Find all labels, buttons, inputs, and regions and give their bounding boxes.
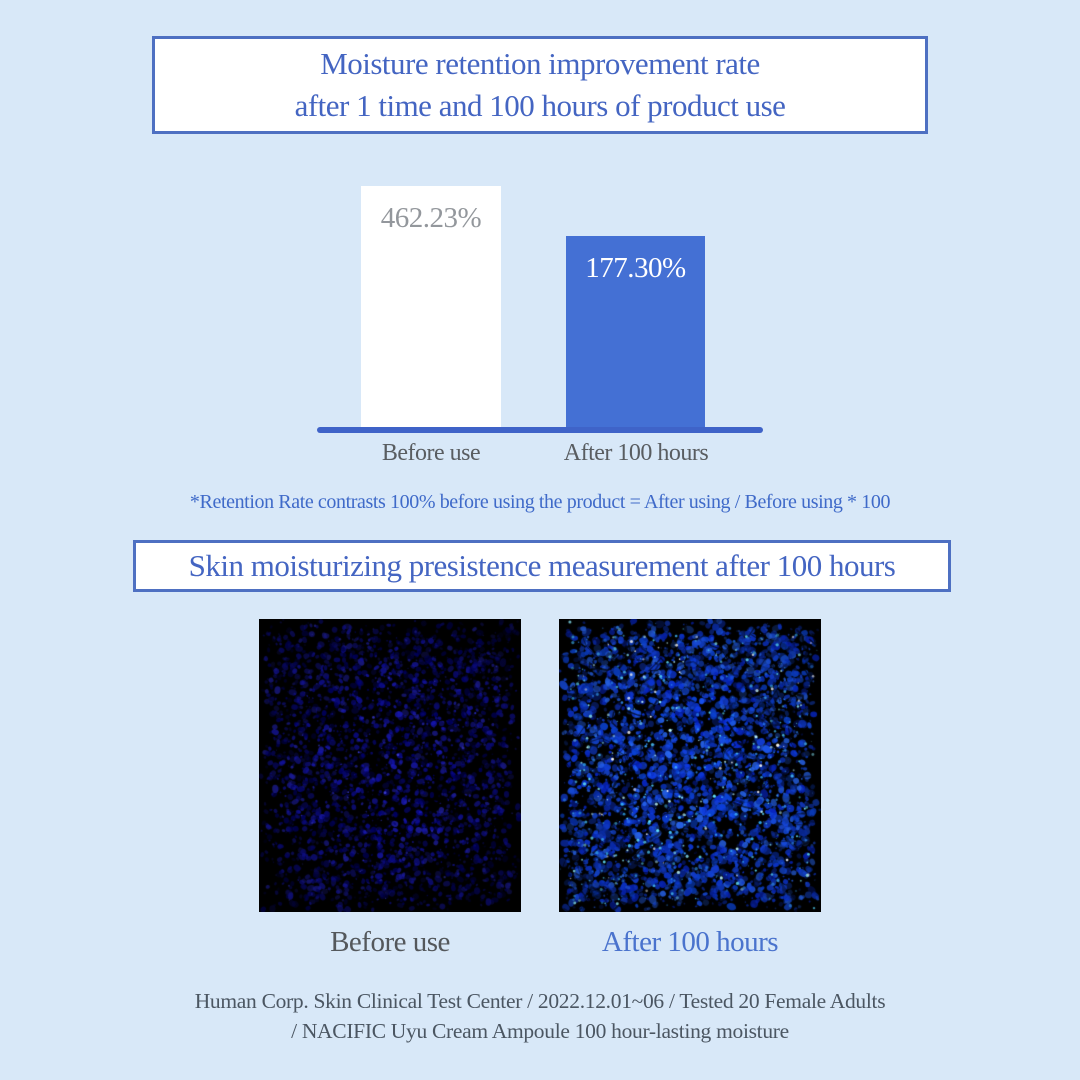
bar-before-value: 462.23% bbox=[380, 202, 482, 234]
bar-after-100-hours: 177.30% bbox=[566, 236, 705, 427]
section2-title: Skin moisturizing presistence measuremen… bbox=[188, 548, 896, 583]
retention-rate-footnote: *Retention Rate contrasts 100% before us… bbox=[189, 491, 891, 513]
footer-line1: Human Corp. Skin Clinical Test Center / … bbox=[194, 989, 886, 1013]
category-label-after: After 100 hours bbox=[563, 440, 709, 466]
micrograph-before-canvas bbox=[259, 619, 521, 912]
main-title-line1: Moisture retention improvement rate bbox=[320, 46, 760, 81]
category-label-before: Before use bbox=[381, 440, 481, 466]
footer-line2: / NACIFIC Uyu Cream Ampoule 100 hour-las… bbox=[291, 1019, 789, 1043]
chart-baseline bbox=[317, 427, 763, 433]
section2-title-box: Skin moisturizing presistence measuremen… bbox=[133, 540, 951, 592]
main-title-line2: after 1 time and 100 hours of product us… bbox=[294, 88, 786, 123]
micrograph-before-label: Before use bbox=[330, 926, 450, 958]
micrograph-after-canvas bbox=[559, 619, 821, 912]
main-title: Moisture retention improvement rate afte… bbox=[295, 43, 786, 127]
bar-after-value: 177.30% bbox=[585, 252, 686, 284]
main-title-box: Moisture retention improvement rate afte… bbox=[152, 36, 928, 134]
bar-before-use: 462.23% bbox=[361, 186, 501, 427]
micrograph-after-label: After 100 hours bbox=[601, 926, 779, 958]
clinical-test-footer: Human Corp. Skin Clinical Test Center / … bbox=[0, 986, 1080, 1046]
